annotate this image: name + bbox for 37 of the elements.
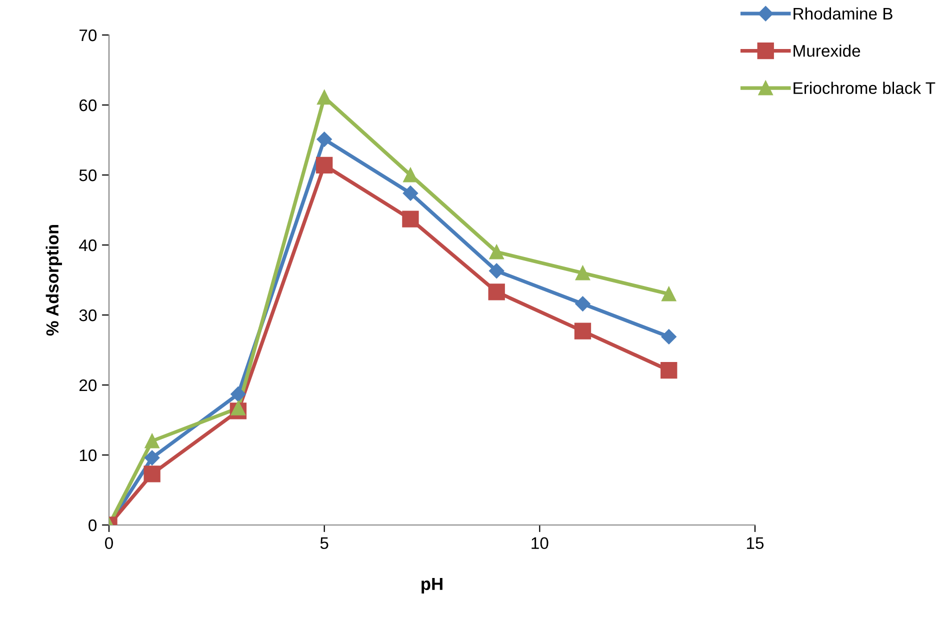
x-tick-label: 15 (747, 537, 764, 550)
y-tick-label: 50 (79, 169, 97, 182)
y-tick-label: 0 (88, 519, 97, 532)
point (660, 362, 678, 379)
point (402, 210, 419, 228)
x-tick-label: 0 (105, 537, 113, 550)
y-tick-label: 60 (80, 99, 97, 112)
point (661, 329, 676, 344)
x-axis-title: pH (422, 578, 442, 594)
y-axis-title: % Adsorption (46, 224, 62, 336)
x-tick-label: 10 (532, 537, 548, 550)
point (230, 386, 246, 402)
legend-label: Eriochrome black T (794, 82, 936, 94)
point (402, 186, 418, 201)
point (403, 168, 418, 182)
y-tick-label: 30 (79, 309, 97, 322)
point (317, 90, 332, 105)
y-tick-label: 10 (80, 449, 97, 462)
y-tick-label: 40 (79, 239, 97, 252)
point (575, 296, 590, 312)
y-tick-label: 20 (79, 379, 97, 392)
point (575, 266, 590, 280)
point (489, 244, 504, 260)
x-tick-label: 5 (320, 537, 328, 550)
point (144, 434, 160, 448)
point (574, 322, 592, 340)
point (662, 286, 676, 302)
point (489, 263, 504, 278)
point (488, 284, 505, 300)
point (144, 466, 160, 482)
point (144, 450, 160, 466)
point (316, 156, 333, 174)
legend-label: Murexide (794, 44, 860, 57)
point (230, 400, 246, 416)
legend-label: Rhodamine B (794, 7, 892, 20)
point (316, 132, 332, 147)
y-tick-label: 70 (80, 29, 97, 42)
